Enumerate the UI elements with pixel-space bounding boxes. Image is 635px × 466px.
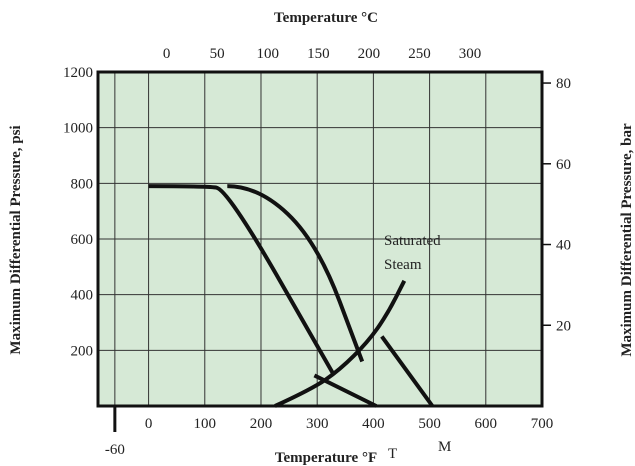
- left-axis-title: Maximum Differential Pressure, psi: [8, 125, 24, 354]
- curves: [148, 184, 435, 408]
- plot-border: [96, 70, 544, 408]
- x-tick-label-c: 200: [358, 46, 381, 62]
- y-tick-label-psi: 1000: [63, 121, 93, 137]
- grid-lines: [98, 72, 542, 406]
- annotation-saturated: Saturated: [384, 233, 441, 249]
- mark-m: M: [438, 439, 451, 455]
- y-tick-label-psi: 800: [71, 176, 94, 192]
- x-tick-label-f: -60: [105, 442, 125, 458]
- x-tick-label-f: 600: [475, 416, 498, 432]
- x-tick-label-f: 200: [250, 416, 273, 432]
- x-tick-label-f: 500: [418, 416, 441, 432]
- curve-4: [380, 335, 435, 408]
- x-tick-label-f: 300: [306, 416, 329, 432]
- axis-ticks: -600 100 200 300 400 500 600 700200400600800100…: [63, 46, 571, 458]
- x-tick-label-f: 100: [194, 416, 217, 432]
- y-tick-label-bar: 80: [556, 76, 571, 92]
- x-tick-label-c: 300: [459, 46, 482, 62]
- y-tick-label-psi: 600: [71, 232, 94, 248]
- x-tick-label-f: 700: [531, 416, 554, 432]
- curve-5: [274, 279, 407, 408]
- curve-1: [148, 184, 336, 377]
- top-axis-title: Temperature °C: [274, 10, 378, 26]
- x-tick-label-c: 0: [163, 46, 171, 62]
- x-tick-label-c: 250: [408, 46, 431, 62]
- y-tick-label-psi: 1200: [63, 65, 93, 81]
- y-tick-label-psi: 200: [71, 343, 94, 359]
- y-tick-label-psi: 400: [71, 288, 94, 304]
- right-axis-title: Maximum Differential Pressure, bar: [619, 123, 635, 357]
- y-tick-label-bar: 40: [556, 238, 571, 254]
- x-tick-label-f: 400: [362, 416, 385, 432]
- annotation-steam: Steam: [384, 257, 422, 273]
- mark-t: T: [388, 446, 397, 462]
- x-tick-label-f: 0: [145, 416, 153, 432]
- y-tick-label-bar: 20: [556, 318, 571, 334]
- x-tick-label-c: 100: [256, 46, 279, 62]
- x-axis-title: Temperature °F: [275, 450, 377, 466]
- x-tick-label-c: 150: [307, 46, 330, 62]
- y-tick-label-bar: 60: [556, 157, 571, 173]
- x-tick-label-c: 50: [210, 46, 225, 62]
- curve-2: [227, 184, 365, 363]
